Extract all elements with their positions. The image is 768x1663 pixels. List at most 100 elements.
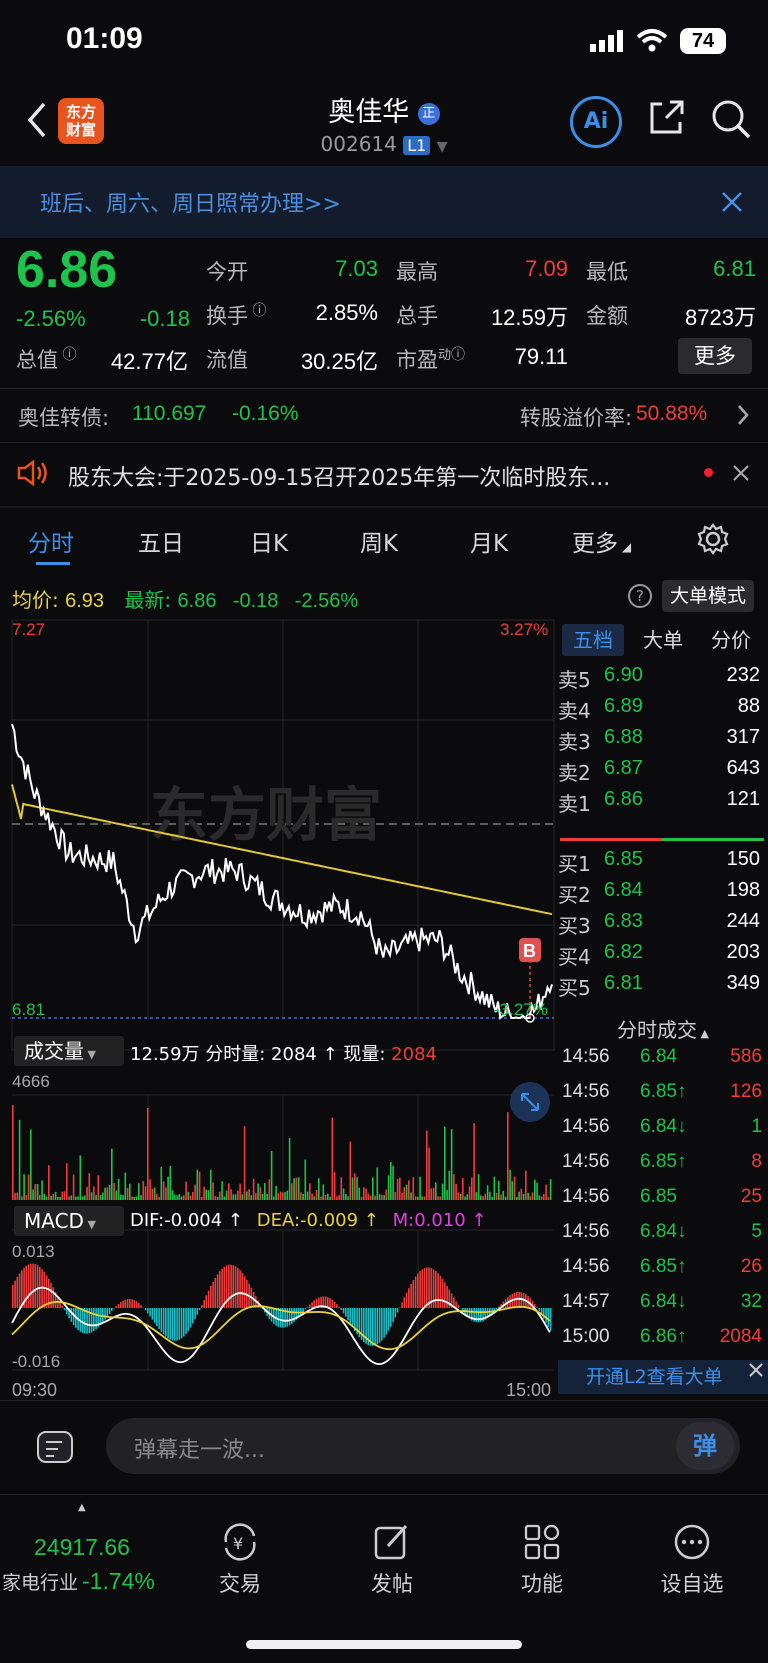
volume-info: 12.59万 分时量: 2084 ↑ 现量: 2084 (130, 1044, 437, 1065)
nav-post[interactable]: 发帖 (332, 1522, 452, 1612)
volume-bar (306, 1191, 309, 1200)
tab-weekly-k[interactable]: 周K (360, 531, 399, 557)
macd-bar (385, 1308, 388, 1335)
macd-bar (322, 1296, 325, 1308)
tab-five-levels[interactable]: 五档 (562, 624, 624, 656)
current-price: 6.86 (16, 241, 118, 299)
help-icon[interactable]: ? (628, 584, 652, 608)
time-end: 15:00 (506, 1380, 552, 1400)
macd-bar (138, 1303, 140, 1308)
macd-bar (18, 1273, 21, 1308)
macd-bar (12, 1284, 14, 1308)
volume-bar (502, 1190, 505, 1200)
sector-index[interactable]: ▲ 24917.66 家电行业 -1.74% (0, 1500, 170, 1610)
tab-price-distribution[interactable]: 分价 (711, 628, 751, 652)
macd-bar (365, 1308, 367, 1344)
convertible-bond-row[interactable]: 奥佳转债: 110.697 -0.16% 转股溢价率: 50.88% (0, 390, 768, 440)
macd-bar (93, 1308, 95, 1332)
tab-more[interactable]: 更多 ◢ (572, 531, 632, 557)
macd-bar (363, 1308, 365, 1343)
volume-bar (142, 1181, 145, 1200)
volume-bar (394, 1192, 397, 1200)
trade-row: 14:56 6.84↓ 5 (562, 1221, 762, 1242)
macd-bar (140, 1305, 142, 1308)
volume-bar (293, 1178, 295, 1200)
volume-bar (138, 1183, 140, 1200)
volume-bar (241, 1194, 244, 1200)
volume-bar (513, 1176, 516, 1200)
macd-bar (176, 1308, 178, 1341)
premium-value: 50.88% (636, 402, 708, 425)
mktcap-value: 42.77亿 (110, 349, 188, 374)
stock-header: 东方 财富 奥佳华 正 002614 L1 ▼ Ai (0, 82, 768, 164)
macd-bar (378, 1308, 381, 1343)
macd-bar (241, 1273, 244, 1308)
tab-intraday[interactable]: 分时 (28, 531, 74, 557)
volume-bar (30, 1129, 32, 1200)
volume-bar (363, 1187, 365, 1200)
macd-bar (61, 1305, 64, 1308)
search-icon[interactable] (710, 98, 752, 140)
volume-bar (261, 1193, 264, 1200)
l2-promo-banner[interactable]: 开通L2查看大单 (558, 1360, 768, 1394)
danmaku-send-button[interactable]: 弹 (676, 1422, 734, 1470)
back-icon[interactable] (24, 100, 48, 140)
danmaku-input[interactable]: 弹幕走一波... 弹 (106, 1418, 740, 1474)
macd-bar (293, 1308, 295, 1322)
nav-functions[interactable]: 功能 (482, 1522, 602, 1612)
ai-button[interactable]: Ai (570, 96, 622, 148)
intraday-chart[interactable]: 东方财富 B (0, 590, 556, 1400)
tab-large-orders[interactable]: 大单 (643, 628, 683, 652)
macd-bar (471, 1308, 473, 1321)
danmaku-settings-icon[interactable] (36, 1428, 76, 1468)
volume-bar (385, 1189, 388, 1200)
macd-bar (111, 1308, 113, 1312)
volume-bar (450, 1129, 453, 1200)
notice-banner[interactable]: 班后、周六、周日照常办理>> (0, 166, 768, 238)
macd-bar (446, 1285, 448, 1308)
clock: 01:09 (66, 22, 143, 55)
open-value: 7.03 (335, 256, 378, 281)
app-logo: 东方 财富 (58, 98, 104, 144)
large-order-mode-button[interactable]: 大单模式 (662, 580, 754, 612)
volume-bar (475, 1192, 478, 1200)
macd-bar (500, 1304, 502, 1308)
volume-bar (439, 1196, 442, 1200)
expand-icon[interactable] (510, 1082, 550, 1122)
close-icon[interactable] (732, 464, 750, 482)
tab-daily-k[interactable]: 日K (250, 531, 289, 557)
macd-bar (108, 1308, 111, 1314)
volume-indicator-selector[interactable]: 成交量 ▼ (14, 1036, 124, 1066)
tab-five-day[interactable]: 五日 (138, 531, 184, 557)
volume-bar (354, 1173, 356, 1200)
volume-bar (180, 1196, 183, 1200)
trades-title[interactable]: 分时成交 ▲ (617, 1018, 709, 1042)
close-icon[interactable] (748, 1362, 764, 1378)
close-icon[interactable] (720, 190, 744, 214)
order-level-row: 买3 6.83 244 (558, 910, 760, 938)
macd-bar (493, 1308, 496, 1312)
macd-bar (342, 1308, 345, 1314)
more-button[interactable]: 更多 (678, 338, 752, 374)
volume-bar (115, 1190, 118, 1200)
volume-bar (329, 1196, 331, 1200)
volume-bar (356, 1177, 358, 1200)
settings-gear-icon[interactable] (696, 522, 730, 556)
macd-indicator-selector[interactable]: MACD ▼ (14, 1206, 124, 1236)
stock-code[interactable]: 002614 L1 ▼ (320, 132, 448, 156)
volume-bar (459, 1193, 462, 1200)
macd-bar (165, 1308, 167, 1337)
volume-bar (59, 1196, 61, 1200)
shareholder-notice[interactable]: 股东大会:于2025-09-15召开2025年第一次临时股东... (0, 444, 768, 502)
volume-bar (185, 1181, 187, 1200)
macd-bar (115, 1306, 118, 1308)
volume-label: 总手 (396, 304, 438, 328)
share-icon[interactable] (646, 98, 686, 138)
tab-monthly-k[interactable]: 月K (470, 531, 509, 557)
volume-bar (279, 1191, 282, 1200)
nav-trade[interactable]: ¥ 交易 (180, 1522, 300, 1612)
volume-bar (297, 1177, 300, 1200)
volume-bar (538, 1195, 541, 1200)
nav-add-watchlist[interactable]: 设自选 (632, 1522, 752, 1612)
danmaku-placeholder: 弹幕走一波... (134, 1438, 265, 1463)
